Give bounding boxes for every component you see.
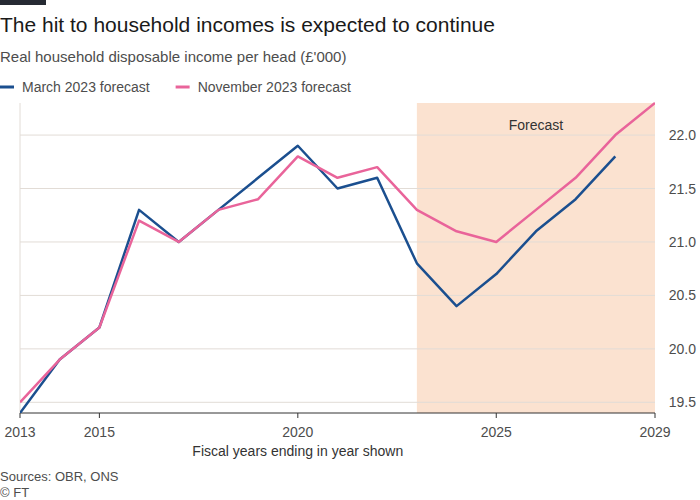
- y-tick-label: 19.5: [669, 394, 696, 410]
- x-axis-label: Fiscal years ending in year shown: [192, 443, 403, 459]
- x-tick-label: 2013: [4, 424, 35, 440]
- grid-line: [20, 402, 655, 403]
- grid-line: [20, 135, 655, 136]
- x-tick-label: 2025: [481, 424, 512, 440]
- legend: March 2023 forecast November 2023 forecas…: [0, 79, 351, 95]
- y-axis: [20, 103, 21, 413]
- series-group: [20, 103, 655, 413]
- grid-line: [20, 348, 655, 349]
- legend-label: March 2023 forecast: [22, 79, 150, 95]
- y-tick-label: 21.0: [669, 234, 696, 250]
- x-tick: [655, 413, 656, 418]
- annotation: Forecast: [509, 117, 564, 133]
- x-tick-label: 2020: [282, 424, 313, 440]
- y-tick-label: 22.0: [669, 127, 696, 143]
- y-tick-label: 20.0: [669, 341, 696, 357]
- legend-swatch: [176, 86, 190, 89]
- y-tick-label: 21.5: [669, 181, 696, 197]
- x-tick: [20, 413, 21, 418]
- series-line: [20, 103, 655, 402]
- grid-line: [20, 295, 655, 296]
- grid-line: [20, 241, 655, 242]
- x-tick: [297, 413, 298, 418]
- brand-bar: [0, 0, 46, 5]
- legend-label: November 2023 forecast: [198, 79, 351, 95]
- x-tick-label: 2029: [639, 424, 670, 440]
- x-tick-label: 2015: [84, 424, 115, 440]
- x-axis: [20, 413, 655, 414]
- legend-swatch: [0, 86, 14, 89]
- x-tick: [99, 413, 100, 418]
- title: The hit to household incomes is expected…: [0, 13, 495, 36]
- credit: © FT: [0, 485, 29, 500]
- chart: The hit to household incomes is expected…: [0, 0, 700, 500]
- x-tick: [496, 413, 497, 418]
- source: Sources: OBR, ONS: [0, 469, 119, 484]
- subtitle: Real household disposable income per hea…: [0, 48, 346, 65]
- y-tick-label: 20.5: [669, 287, 696, 303]
- forecast-region: [417, 103, 655, 413]
- series-line: [20, 146, 615, 413]
